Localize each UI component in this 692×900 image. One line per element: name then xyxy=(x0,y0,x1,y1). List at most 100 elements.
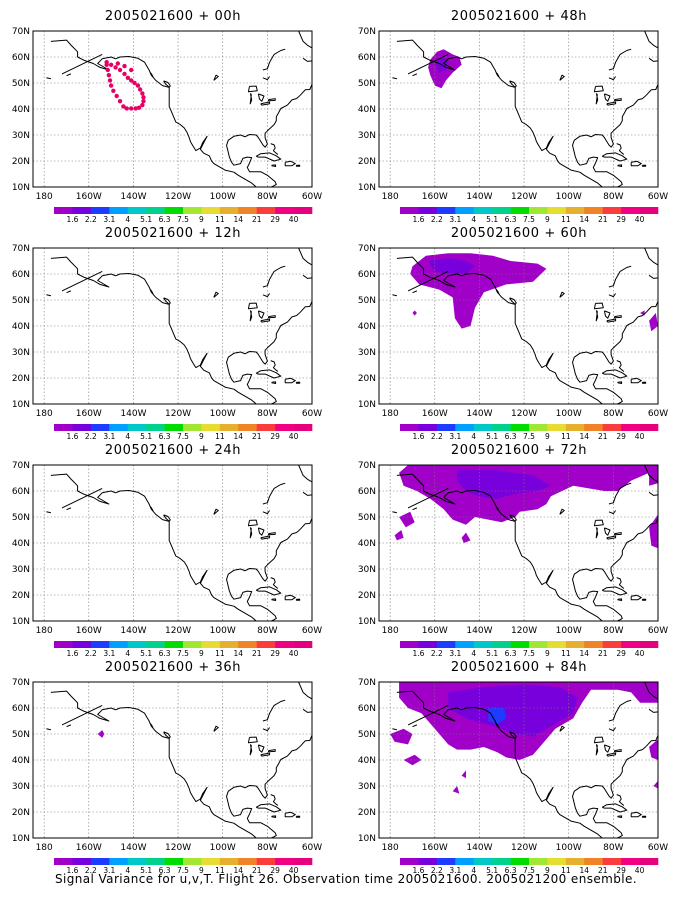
coastline xyxy=(614,532,622,536)
legend-value-label: 14 xyxy=(234,649,244,658)
legend-value-label: 40 xyxy=(289,649,299,658)
coastline xyxy=(606,752,617,757)
legend-swatch xyxy=(529,641,548,648)
map-panel-00h: 2005021600 + 00h 70N 60N 50N 40N 30N 20N 10N 180… xyxy=(0,0,346,224)
observation-marker xyxy=(107,78,113,83)
legend-swatch xyxy=(146,641,165,648)
coastline xyxy=(603,93,611,102)
latitude-tick-label: 40N xyxy=(12,756,30,766)
legend-swatch xyxy=(547,207,567,214)
coastline xyxy=(412,290,418,294)
legend-swatch xyxy=(473,424,493,431)
color-legend: 1.6 2.2 3.1 4 5.1 6.3 7.5 9 11 14 21 29 40 xyxy=(400,858,659,875)
coastline xyxy=(255,586,282,596)
legend-value-label: 11 xyxy=(215,649,225,658)
legend-swatch xyxy=(201,641,221,648)
legend-swatch xyxy=(164,424,184,431)
coastline xyxy=(572,518,658,621)
coastline xyxy=(46,77,52,80)
latitude-tick-label: 70N xyxy=(358,678,376,688)
latitude-tick-label: 70N xyxy=(358,27,376,37)
coastline xyxy=(257,744,265,753)
legend-value-label: 6.3 xyxy=(159,866,171,875)
legend-swatch xyxy=(510,641,530,648)
latitude-tick-label: 10N xyxy=(12,400,30,410)
coastline xyxy=(66,507,72,511)
legend-swatch xyxy=(275,207,294,214)
legend-value-label: 14 xyxy=(580,649,590,658)
coastline xyxy=(396,39,603,187)
coastlines xyxy=(392,682,658,838)
coastline xyxy=(614,98,622,102)
coastline xyxy=(572,84,658,187)
observation-marker xyxy=(129,106,134,111)
longitude-tick-label: 100W xyxy=(210,192,236,202)
coastline xyxy=(412,724,418,728)
coastline xyxy=(50,473,257,621)
coastline xyxy=(271,815,277,818)
coastline xyxy=(392,511,398,514)
legend-value-label: 11 xyxy=(561,649,571,658)
legend-value-label: 5.1 xyxy=(486,432,498,441)
coastline xyxy=(295,164,301,167)
legend-value-label: 1.6 xyxy=(66,215,78,224)
variance-contour xyxy=(412,310,417,316)
longitude-tick-label: 120W xyxy=(511,626,537,636)
latitude-tick-label: 20N xyxy=(358,374,376,384)
longitude-tick-label: 180 xyxy=(36,409,53,419)
legend-swatch xyxy=(90,858,110,865)
coastline xyxy=(257,527,265,536)
legend-swatch xyxy=(109,858,129,865)
coastline xyxy=(149,72,154,78)
coastline xyxy=(262,293,271,298)
variance-field xyxy=(410,253,658,332)
observation-marker xyxy=(124,106,129,111)
legend-swatch xyxy=(602,641,622,648)
coastline xyxy=(295,598,301,601)
coastline xyxy=(213,508,219,515)
legend-value-label: 1.6 xyxy=(66,649,78,658)
legend-swatch xyxy=(621,424,640,431)
legend-value-label: 3.1 xyxy=(449,649,461,658)
latitude-tick-label: 60N xyxy=(358,53,376,63)
legend-swatch xyxy=(164,641,184,648)
latitude-tick-label: 30N xyxy=(12,565,30,575)
legend-value-label: 7.5 xyxy=(523,432,535,441)
legend-value-label: 29 xyxy=(270,866,280,875)
latitude-tick-label: 10N xyxy=(12,617,30,627)
coastline xyxy=(226,84,312,187)
coastline xyxy=(495,506,500,512)
legend-swatch xyxy=(54,858,73,865)
variance-contour xyxy=(403,754,422,766)
observation-marker xyxy=(114,93,119,99)
legend-value-label: 14 xyxy=(234,866,244,875)
latitude-tick-label: 10N xyxy=(358,183,376,193)
coastline xyxy=(268,315,276,319)
latitude-tick-label: 50N xyxy=(12,730,30,740)
legend-swatch xyxy=(90,207,110,214)
variance-contour xyxy=(394,530,404,541)
coastline xyxy=(284,160,296,167)
graticule xyxy=(33,682,312,838)
legend-swatch xyxy=(201,858,221,865)
legend-value-label: 9 xyxy=(199,215,204,224)
legend-swatch xyxy=(201,207,221,214)
latitude-tick-label: 20N xyxy=(358,591,376,601)
latitude-tick-label: 70N xyxy=(12,244,30,254)
coastline xyxy=(271,164,277,167)
legend-swatch xyxy=(418,207,438,214)
variance-map: 70N 60N 50N 40N 30N 20N 10N 180 160W 140W 120W 100W… xyxy=(358,461,668,658)
latitude-tick-label: 60N xyxy=(358,270,376,280)
legend-swatch xyxy=(293,858,313,865)
latitude-tick-label: 20N xyxy=(12,808,30,818)
coastline xyxy=(495,72,500,78)
latitude-tick-label: 10N xyxy=(12,834,30,844)
panel-title: 2005021600 + 36h xyxy=(104,660,242,675)
legend-swatch xyxy=(436,858,456,865)
map-panel-72h: 2005021600 + 72h 70N 60N 50N 40N 30N 20N 10N 180… xyxy=(346,434,692,658)
coastline xyxy=(392,294,398,297)
longitude-tick-label: 60W xyxy=(302,409,322,419)
coastline xyxy=(247,85,258,93)
variance-contour xyxy=(97,730,105,738)
coastline xyxy=(302,708,312,713)
